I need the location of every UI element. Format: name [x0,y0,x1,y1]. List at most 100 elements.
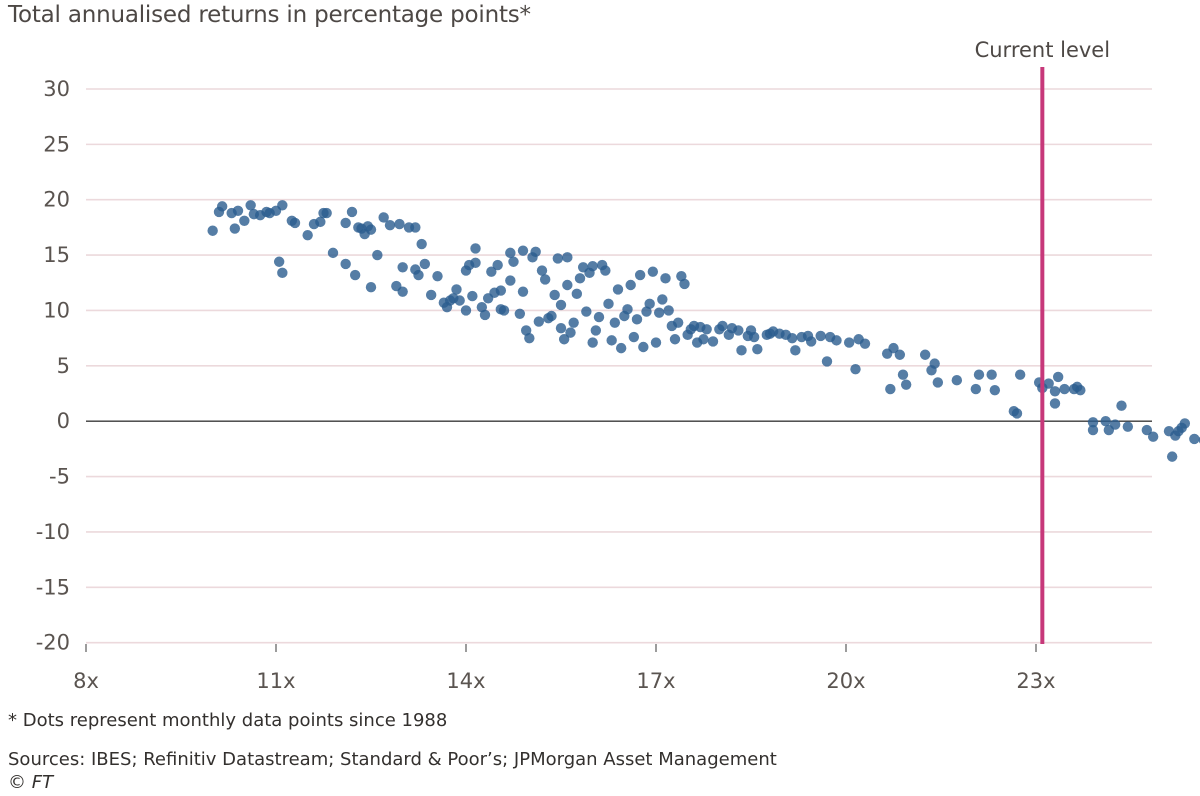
data-point [1049,398,1061,409]
data-point [752,344,763,355]
data-point [717,320,728,332]
data-point [831,335,842,346]
data-point [378,212,389,223]
current-level-marker: Current level [975,38,1110,644]
data-point [625,279,636,291]
data-point [302,229,313,241]
data-point [647,266,659,277]
x-axis-tick-labels: 8x 11x 14x 17x 20x 23x [73,669,1055,693]
data-point [669,334,681,345]
data-point [536,265,548,276]
data-point [498,305,510,316]
data-point [1109,419,1121,430]
data-point [505,275,516,286]
data-point [973,369,985,380]
data-point [216,201,228,212]
data-point [615,342,627,354]
data-point [1179,418,1191,429]
data-point [631,314,643,325]
data-point [1116,400,1127,411]
data-point [672,317,684,328]
data-point [492,259,503,271]
footnote: * Dots represent monthly data points sin… [8,710,448,731]
data-point [470,257,481,269]
data-point [587,260,598,272]
data-point [603,298,614,310]
data-point [479,309,491,321]
data-point [562,252,573,263]
data-point [571,288,583,300]
data-point [600,265,611,276]
data-point [970,383,982,395]
data-point [657,294,668,305]
data-point [748,331,760,343]
data-point [1043,378,1054,389]
data-point [644,298,655,310]
y-tick-label: 10 [43,298,70,322]
grid-lines [85,88,1152,652]
data-point [1052,371,1064,383]
data-point [432,270,443,282]
y-tick-label: -10 [36,520,70,544]
data-point [277,200,288,211]
data-point [622,304,633,315]
data-point [555,299,567,311]
data-point [850,363,861,375]
data-point [410,222,421,233]
data-point [612,284,624,295]
data-point [419,258,431,270]
data-point [346,206,358,218]
data-point [634,269,646,281]
data-point [638,341,649,353]
data-point [590,325,602,336]
data-point [425,289,437,301]
y-tick-label: -15 [36,575,70,599]
data-point [372,249,383,261]
data-point [919,349,931,360]
data-point [349,269,361,281]
data-point [549,289,560,301]
data-point [790,345,801,356]
data-point [951,375,963,386]
data-point [932,377,944,388]
data-point [609,317,621,328]
data-point [340,217,351,229]
data-point [679,278,690,290]
data-point [514,308,526,319]
data-point [821,356,833,367]
data-point [660,273,671,284]
data-point [555,322,567,334]
data-point [900,379,912,390]
data-point [460,305,472,316]
data-point [454,295,465,306]
data-point [232,205,244,217]
data-point [1189,433,1200,445]
data-point [495,285,507,296]
data-point [470,243,481,254]
data-point [207,225,218,236]
data-point [733,325,744,336]
x-tick-label: 8x [73,669,99,693]
data-point [1059,383,1070,395]
data-point [340,258,351,270]
data-point [989,384,1001,396]
x-tick-label: 14x [446,669,485,693]
data-point [508,256,519,267]
data-point [707,336,719,347]
data-point [467,290,478,302]
data-point [397,286,408,297]
data-point [517,245,529,256]
data-point [530,246,541,257]
data-point [451,284,462,295]
data-point [505,247,516,259]
data-point [533,316,545,327]
data-point [416,238,427,250]
data-point [1122,421,1134,432]
data-point [327,247,339,259]
data-point [558,334,570,345]
y-tick-label: 5 [57,354,70,378]
data-points [207,200,1200,462]
data-point [843,337,855,348]
data-point [929,358,940,369]
data-point [413,269,424,281]
